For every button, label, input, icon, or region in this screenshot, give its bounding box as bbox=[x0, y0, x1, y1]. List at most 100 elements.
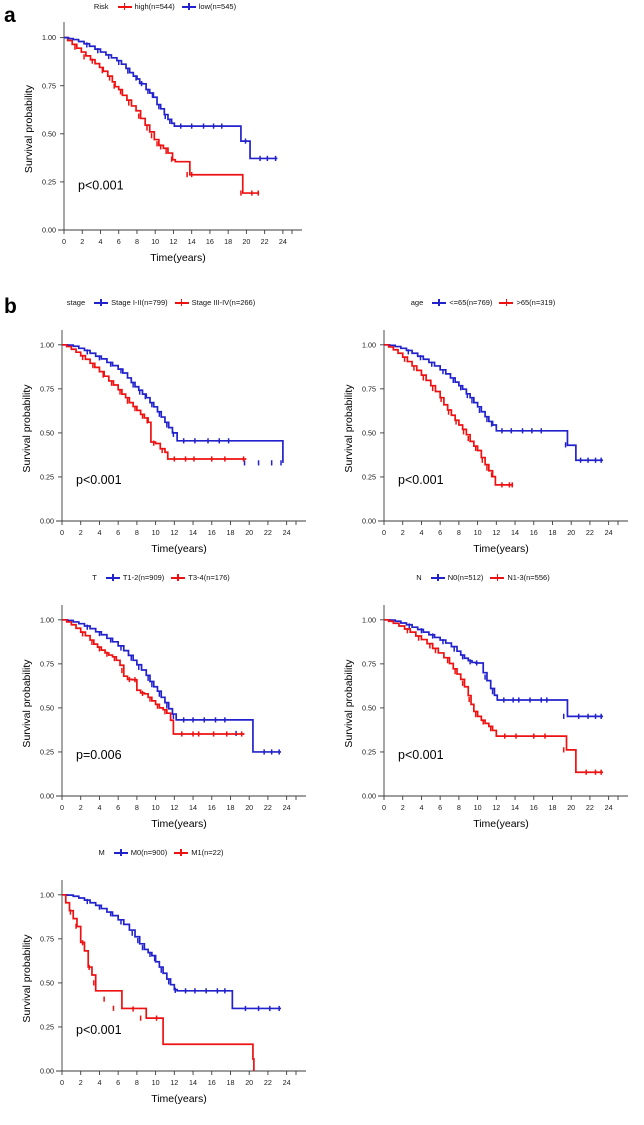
svg-text:p<0.001: p<0.001 bbox=[76, 473, 122, 487]
svg-text:4: 4 bbox=[97, 803, 101, 812]
svg-text:0.00: 0.00 bbox=[40, 1067, 54, 1076]
svg-text:0.00: 0.00 bbox=[362, 517, 376, 526]
svg-text:18: 18 bbox=[224, 237, 232, 246]
legend-item-m1[interactable]: M1(n=22) bbox=[174, 848, 224, 857]
legend-n-stage: N N0(n=512) N1-3(n=556) bbox=[322, 573, 644, 582]
legend-title-stage: stage bbox=[66, 298, 86, 307]
legend-marker-icon bbox=[171, 573, 186, 582]
legend-t-stage: T T1-2(n=909) T3-4(n=176) bbox=[0, 573, 322, 582]
legend-item-t1-2[interactable]: T1-2(n=909) bbox=[105, 573, 164, 582]
svg-text:10: 10 bbox=[151, 237, 159, 246]
svg-text:10: 10 bbox=[474, 528, 482, 537]
svg-text:0.50: 0.50 bbox=[362, 429, 376, 438]
svg-text:6: 6 bbox=[116, 1078, 120, 1087]
legend-label: M0(n=900) bbox=[130, 848, 168, 857]
svg-text:0: 0 bbox=[382, 803, 386, 812]
svg-text:16: 16 bbox=[530, 528, 538, 537]
legend-m-stage: M M0(n=900) M1(n=22) bbox=[0, 848, 322, 857]
panel-a-label: a bbox=[4, 4, 16, 27]
svg-text:24: 24 bbox=[283, 1078, 291, 1087]
legend-marker-icon bbox=[174, 848, 189, 857]
svg-text:22: 22 bbox=[264, 1078, 272, 1087]
legend-title-t: T bbox=[92, 573, 97, 582]
svg-text:8: 8 bbox=[135, 1078, 139, 1087]
legend-item-low[interactable]: low(n=545) bbox=[181, 2, 236, 11]
svg-text:4: 4 bbox=[419, 803, 423, 812]
svg-text:16: 16 bbox=[208, 803, 216, 812]
svg-text:16: 16 bbox=[208, 528, 216, 537]
svg-text:0.00: 0.00 bbox=[362, 792, 376, 801]
panel-b-label: b bbox=[4, 295, 17, 318]
svg-text:6: 6 bbox=[438, 528, 442, 537]
svg-text:14: 14 bbox=[511, 803, 519, 812]
svg-text:0.50: 0.50 bbox=[362, 704, 376, 713]
kaplan-meier-chart-age: age <=65(n=769) >65(n=319) 0.00 0.25 0.50 0… bbox=[322, 296, 644, 571]
svg-text:Time(years): Time(years) bbox=[151, 1093, 207, 1105]
svg-text:Survival probability: Survival probability bbox=[343, 659, 355, 748]
svg-text:10: 10 bbox=[152, 1078, 160, 1087]
svg-text:p<0.001: p<0.001 bbox=[398, 748, 444, 762]
legend-item-high[interactable]: high(n=544) bbox=[117, 2, 175, 11]
svg-text:20: 20 bbox=[245, 803, 253, 812]
legend-marker-icon bbox=[490, 573, 505, 582]
legend-item-age-le65[interactable]: <=65(n=769) bbox=[432, 298, 492, 307]
svg-text:1.00: 1.00 bbox=[362, 615, 376, 624]
legend-item-n0[interactable]: N0(n=512) bbox=[430, 573, 483, 582]
legend-item-m0[interactable]: M0(n=900) bbox=[113, 848, 168, 857]
kaplan-meier-chart-risk: Risk high(n=544) low(n=545) 0.00 0.25 0.50… bbox=[0, 0, 330, 285]
legend-risk: Risk high(n=544) low(n=545) bbox=[0, 2, 330, 11]
svg-text:8: 8 bbox=[457, 528, 461, 537]
svg-text:22: 22 bbox=[586, 803, 594, 812]
legend-item-n1-3[interactable]: N1-3(n=556) bbox=[490, 573, 550, 582]
svg-text:Time(years): Time(years) bbox=[150, 252, 206, 264]
svg-text:22: 22 bbox=[264, 528, 272, 537]
svg-text:0.50: 0.50 bbox=[42, 129, 56, 138]
legend-item-age-gt65[interactable]: >65(n=319) bbox=[499, 298, 555, 307]
svg-text:0.00: 0.00 bbox=[42, 226, 56, 235]
svg-text:12: 12 bbox=[170, 528, 178, 537]
svg-text:16: 16 bbox=[206, 237, 214, 246]
svg-text:Survival probability: Survival probability bbox=[343, 384, 355, 473]
svg-text:2: 2 bbox=[79, 803, 83, 812]
svg-text:8: 8 bbox=[135, 803, 139, 812]
legend-label: >65(n=319) bbox=[516, 298, 556, 307]
svg-text:14: 14 bbox=[189, 803, 197, 812]
svg-text:24: 24 bbox=[279, 237, 287, 246]
svg-text:4: 4 bbox=[419, 528, 423, 537]
svg-text:0.50: 0.50 bbox=[40, 429, 54, 438]
svg-text:22: 22 bbox=[264, 803, 272, 812]
svg-text:1.00: 1.00 bbox=[42, 33, 56, 42]
legend-marker-icon bbox=[174, 298, 189, 307]
svg-text:12: 12 bbox=[492, 528, 500, 537]
svg-text:24: 24 bbox=[605, 803, 613, 812]
svg-text:12: 12 bbox=[170, 1078, 178, 1087]
svg-text:10: 10 bbox=[152, 803, 160, 812]
svg-text:0: 0 bbox=[62, 237, 66, 246]
svg-text:4: 4 bbox=[98, 237, 102, 246]
kaplan-meier-chart-n-stage: N N0(n=512) N1-3(n=556) 0.00 0.25 0.50 0.75… bbox=[322, 571, 644, 846]
svg-text:18: 18 bbox=[226, 803, 234, 812]
kaplan-meier-chart-stage: stage Stage I-II(n=799) Stage III-IV(n=2… bbox=[0, 296, 322, 571]
svg-text:Survival probability: Survival probability bbox=[21, 384, 33, 473]
svg-text:18: 18 bbox=[226, 528, 234, 537]
svg-text:22: 22 bbox=[586, 528, 594, 537]
legend-marker-icon bbox=[432, 298, 447, 307]
svg-text:Survival probability: Survival probability bbox=[21, 934, 33, 1023]
legend-marker-icon bbox=[94, 298, 109, 307]
svg-text:0.25: 0.25 bbox=[362, 473, 376, 482]
legend-item-stage-1-2[interactable]: Stage I-II(n=799) bbox=[94, 298, 168, 307]
svg-text:12: 12 bbox=[170, 803, 178, 812]
legend-marker-icon bbox=[430, 573, 445, 582]
svg-text:1.00: 1.00 bbox=[40, 340, 54, 349]
svg-text:Survival probability: Survival probability bbox=[23, 84, 35, 173]
legend-label: Stage I-II(n=799) bbox=[111, 298, 168, 307]
legend-title-age: age bbox=[410, 298, 424, 307]
svg-text:14: 14 bbox=[511, 528, 519, 537]
svg-text:0.25: 0.25 bbox=[42, 178, 56, 187]
legend-item-t3-4[interactable]: T3-4(n=176) bbox=[171, 573, 230, 582]
svg-text:0: 0 bbox=[382, 528, 386, 537]
svg-text:0.00: 0.00 bbox=[40, 517, 54, 526]
svg-text:Time(years): Time(years) bbox=[473, 543, 529, 555]
legend-item-stage-3-4[interactable]: Stage III-IV(n=266) bbox=[174, 298, 255, 307]
svg-text:0.00: 0.00 bbox=[40, 792, 54, 801]
